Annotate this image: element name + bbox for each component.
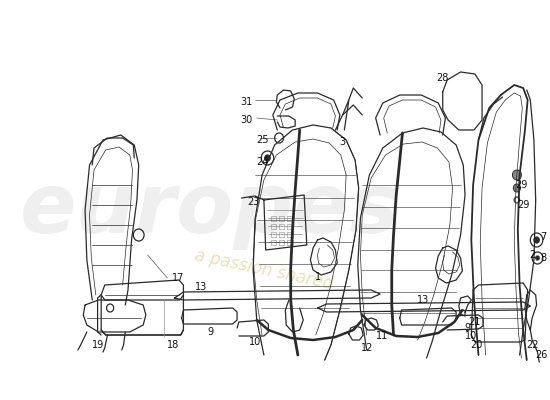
Text: 10: 10 [249, 337, 261, 347]
Circle shape [265, 155, 270, 161]
Text: 24: 24 [256, 157, 268, 167]
Text: 8: 8 [541, 253, 547, 263]
Bar [287, 240, 293, 245]
Text: 28: 28 [437, 73, 449, 83]
Text: a passion shared: a passion shared [193, 246, 335, 294]
Text: 26: 26 [535, 350, 547, 360]
Text: 11: 11 [376, 331, 388, 341]
Bar [279, 240, 284, 245]
Bar [287, 216, 293, 221]
Bar [279, 216, 284, 221]
Text: 30: 30 [240, 115, 252, 125]
Text: 18: 18 [167, 340, 179, 350]
Text: 25: 25 [256, 135, 268, 145]
Text: 3: 3 [339, 137, 345, 147]
Text: 10: 10 [465, 331, 477, 341]
Text: 17: 17 [172, 273, 184, 283]
Text: 22: 22 [526, 340, 538, 350]
Bar [279, 232, 284, 237]
Text: 7: 7 [541, 232, 547, 242]
Text: 29: 29 [517, 200, 529, 210]
Text: 12: 12 [360, 343, 373, 353]
Text: 9: 9 [207, 327, 213, 337]
Bar [271, 216, 277, 221]
Circle shape [534, 237, 539, 243]
Text: 19: 19 [92, 340, 104, 350]
Bar [271, 224, 277, 229]
Bar [271, 240, 277, 245]
Text: europes: europes [20, 170, 400, 250]
Bar [287, 224, 293, 229]
Text: 13: 13 [417, 295, 429, 305]
Circle shape [513, 170, 521, 180]
Text: 23: 23 [247, 197, 260, 207]
Text: 29: 29 [515, 180, 527, 190]
Circle shape [536, 256, 539, 260]
Circle shape [513, 184, 520, 192]
Text: 2: 2 [529, 250, 535, 260]
Bar [271, 232, 277, 237]
Text: 20: 20 [470, 340, 483, 350]
Text: 31: 31 [240, 97, 252, 107]
Text: 1: 1 [315, 272, 321, 282]
Bar [279, 224, 284, 229]
Text: 9: 9 [465, 323, 471, 333]
Text: 13: 13 [195, 282, 207, 292]
Bar [287, 232, 293, 237]
Text: 21: 21 [469, 317, 481, 327]
